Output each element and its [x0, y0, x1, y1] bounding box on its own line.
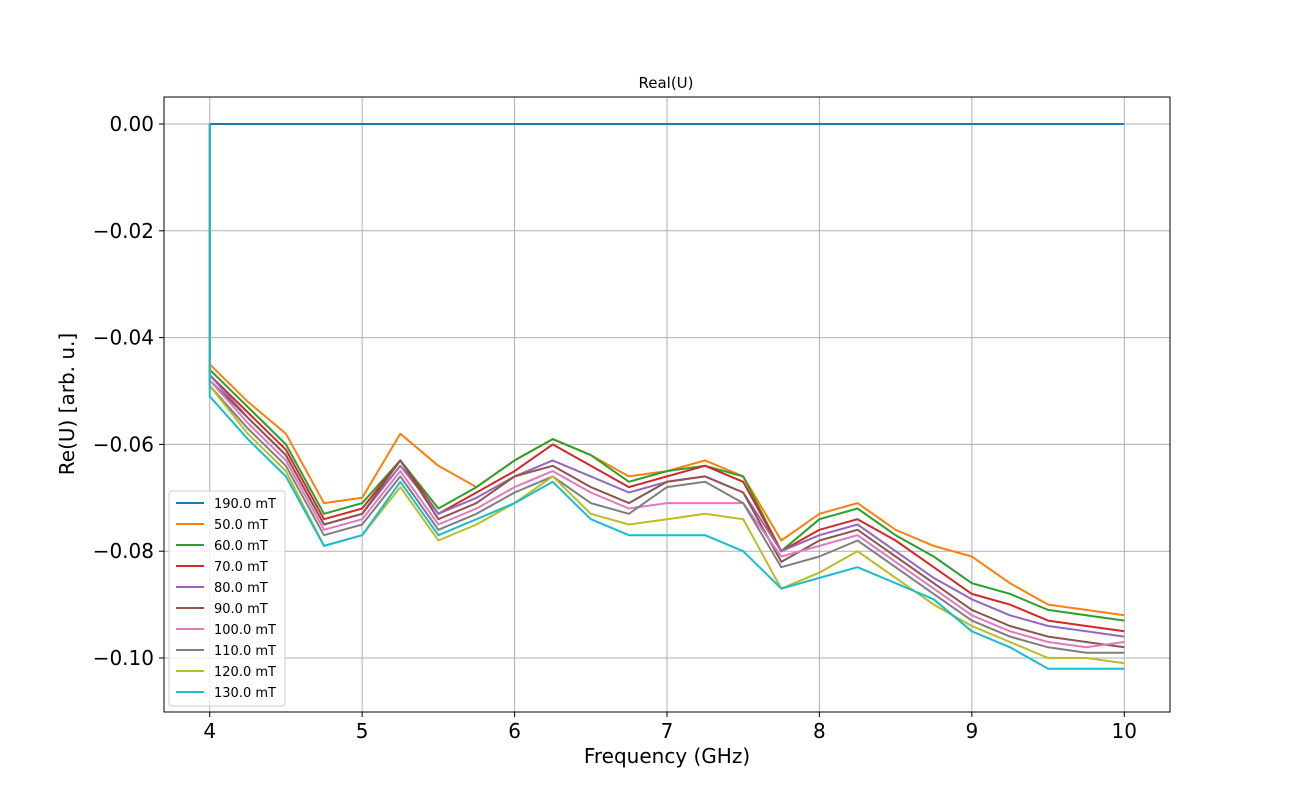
legend-label: 120.0 mT — [214, 665, 276, 680]
y-tick-label: −0.06 — [93, 432, 154, 456]
y-tick-label: −0.04 — [93, 326, 154, 350]
y-axis: 0.00 −0.02 −0.04 −0.06 −0.08 −0.10 — [93, 112, 164, 670]
series-line — [208, 124, 1125, 633]
legend: 190.0 mT 50.0 mT 60.0 mT 70.0 mT 80.0 mT 90.0… — [168, 490, 286, 707]
x-tick-label: 5 — [356, 719, 369, 743]
x-tick-label: 7 — [661, 719, 674, 743]
legend-label: 130.0 mT — [214, 686, 276, 701]
legend-label: 60.0 mT — [214, 539, 268, 554]
series-layer — [208, 123, 1125, 670]
legend-label: 80.0 mT — [214, 581, 268, 596]
series-line — [208, 124, 1125, 622]
legend-label: 70.0 mT — [214, 560, 268, 575]
x-tick-label: 6 — [508, 719, 521, 743]
legend-label: 50.0 mT — [214, 518, 268, 533]
legend-label: 110.0 mT — [214, 644, 276, 659]
series-line — [208, 124, 1125, 670]
y-tick-label: −0.10 — [93, 646, 154, 670]
x-tick-label: 9 — [965, 719, 978, 743]
x-tick-label: 10 — [1112, 719, 1137, 743]
chart-title: Real(U) — [638, 74, 693, 92]
y-tick-label: −0.08 — [93, 539, 154, 563]
x-tick-label: 4 — [203, 719, 216, 743]
series-line — [208, 124, 1125, 654]
legend-label: 190.0 mT — [214, 497, 276, 512]
legend-label: 90.0 mT — [214, 602, 268, 617]
x-axis-label: Frequency (GHz) — [584, 744, 750, 768]
grid — [164, 97, 1170, 712]
x-axis: 4 5 6 7 8 9 10 — [203, 712, 1137, 743]
y-tick-label: 0.00 — [109, 112, 154, 136]
legend-label: 100.0 mT — [214, 623, 276, 638]
series-line — [208, 124, 1125, 617]
y-axis-label: Re(U) [arb. u.] — [55, 333, 79, 475]
y-tick-label: −0.02 — [93, 219, 154, 243]
series-line — [208, 124, 1125, 649]
x-tick-label: 8 — [813, 719, 826, 743]
series-line — [208, 124, 1125, 649]
